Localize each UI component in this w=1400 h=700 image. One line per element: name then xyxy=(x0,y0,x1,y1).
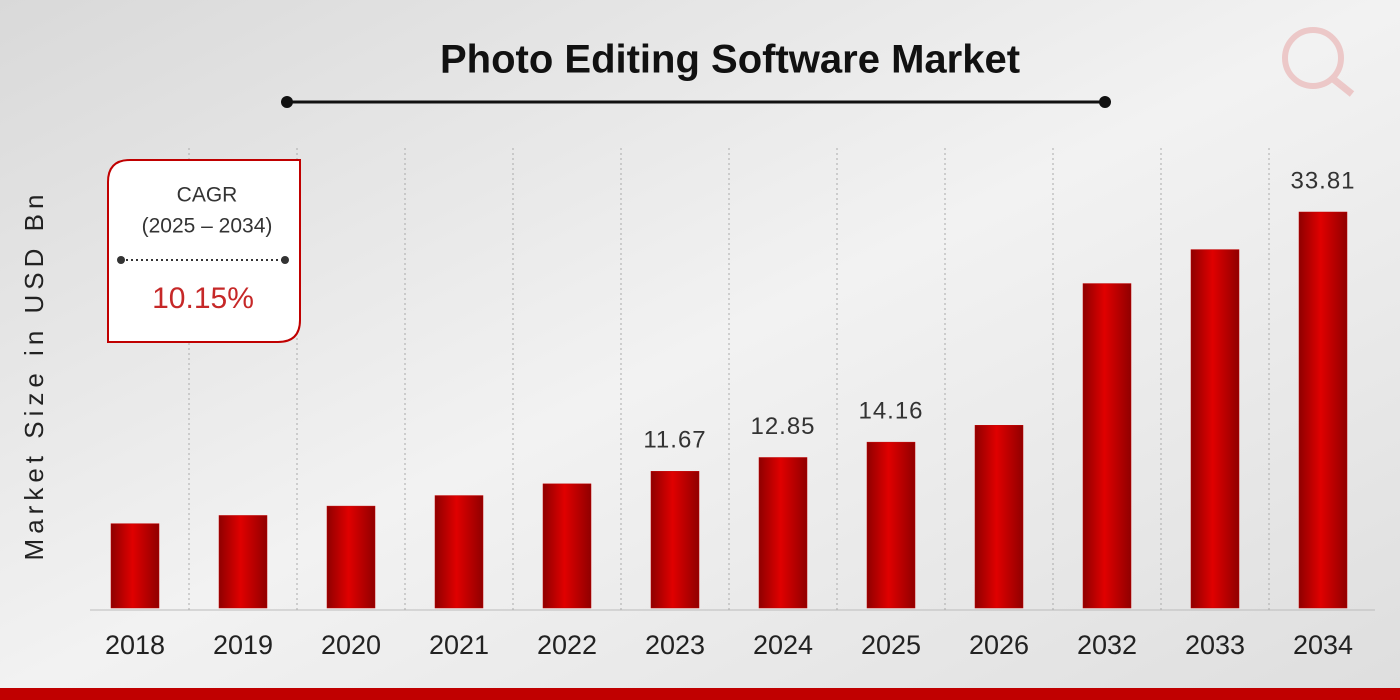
cagr-title: CAGR xyxy=(177,184,238,207)
y-axis-label: Market Size in USD Bn xyxy=(19,190,49,561)
bar xyxy=(866,441,916,609)
x-tick-label: 2018 xyxy=(105,630,165,660)
underline-dot xyxy=(281,96,293,108)
plot-area: 2018 2019 2020 2021 2022 2023 11.67 2024 12.85 20… xyxy=(105,148,1355,660)
x-tick-label: 2026 xyxy=(969,630,1029,660)
bar xyxy=(758,457,808,609)
bar xyxy=(218,515,268,609)
value-label: 11.67 xyxy=(643,427,706,454)
x-tick-label: 2020 xyxy=(321,630,381,660)
x-tick-label: 2034 xyxy=(1293,630,1353,660)
bar xyxy=(650,471,700,609)
bar xyxy=(1190,249,1240,609)
cagr-value: 10.15% xyxy=(152,282,254,315)
value-label: 14.16 xyxy=(858,397,923,424)
x-tick-label: 2019 xyxy=(213,630,273,660)
bar xyxy=(1298,211,1348,609)
underline-dot xyxy=(1099,96,1111,108)
chart-title: Photo Editing Software Market xyxy=(440,38,1020,82)
x-tick-label: 2023 xyxy=(645,630,705,660)
bar xyxy=(326,505,376,609)
logo xyxy=(1282,27,1355,97)
x-tick-label: 2033 xyxy=(1185,630,1245,660)
x-tick-label: 2022 xyxy=(537,630,597,660)
x-tick-label: 2032 xyxy=(1077,630,1137,660)
bar xyxy=(1082,283,1132,609)
bar xyxy=(110,523,160,609)
x-tick-label: 2024 xyxy=(753,630,813,660)
bar xyxy=(434,495,484,609)
bar xyxy=(974,425,1024,609)
value-label: 33.81 xyxy=(1290,167,1355,194)
value-label: 12.85 xyxy=(750,413,815,440)
footer-bar xyxy=(0,688,1400,700)
cagr-period: (2025 – 2034) xyxy=(142,215,273,238)
bar xyxy=(542,483,592,609)
x-tick-label: 2025 xyxy=(861,630,921,660)
x-tick-label: 2021 xyxy=(429,630,489,660)
cagr-box: CAGR (2025 – 2034) 10.15% xyxy=(107,159,301,343)
